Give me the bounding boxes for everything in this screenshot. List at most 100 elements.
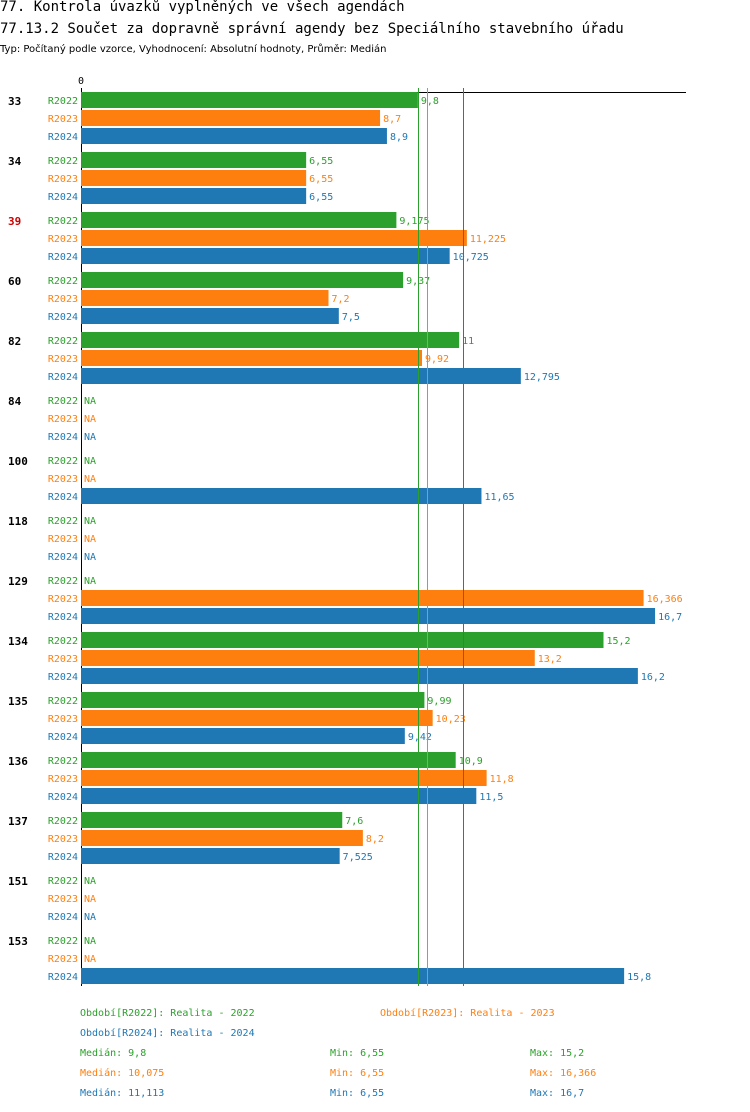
series-label-r2024-82: R2024 — [48, 372, 78, 383]
category-label-135: 135 — [8, 695, 28, 708]
series-label-r2022-153: R2022 — [48, 936, 78, 947]
bar-r2023-134 — [81, 650, 535, 666]
value-label-r2022-39: 9,175 — [399, 216, 429, 227]
bar-r2024-60 — [81, 308, 339, 324]
category-label-60: 60 — [8, 275, 21, 288]
series-label-r2024-34: R2024 — [48, 192, 78, 203]
na-label-r2022-129: NA — [84, 576, 96, 587]
chart-title: 77.13.2 Součet za dopravně správní agend… — [0, 21, 624, 37]
na-label-r2022-151: NA — [84, 876, 96, 887]
series-label-r2022-82: R2022 — [48, 336, 78, 347]
series-label-r2022-100: R2022 — [48, 456, 78, 467]
value-label-r2024-134: 16,2 — [641, 672, 665, 683]
series-label-r2023-136: R2023 — [48, 774, 78, 785]
value-label-r2024-39: 10,725 — [453, 252, 489, 263]
legend-period-r2022: Období[R2022]: Realita - 2022 — [80, 1008, 255, 1019]
category-label-153: 153 — [8, 935, 28, 948]
x-axis-zero-label: 0 — [78, 76, 84, 87]
series-label-r2023-137: R2023 — [48, 834, 78, 845]
bar-r2022-39 — [81, 212, 397, 228]
na-label-r2022-84: NA — [84, 396, 96, 407]
category-label-151: 151 — [8, 875, 28, 888]
value-label-r2024-129: 16,7 — [658, 612, 682, 623]
value-label-r2022-134: 15,2 — [607, 636, 631, 647]
value-label-r2023-39: 11,225 — [470, 234, 506, 245]
value-label-r2024-137: 7,525 — [343, 852, 373, 863]
series-label-r2024-135: R2024 — [48, 732, 78, 743]
bar-r2022-134 — [81, 632, 604, 648]
na-label-r2022-100: NA — [84, 456, 96, 467]
value-label-r2022-34: 6,55 — [309, 156, 333, 167]
value-label-r2024-136: 11,5 — [479, 792, 503, 803]
na-label-r2023-118: NA — [84, 534, 96, 545]
category-label-134: 134 — [8, 635, 28, 648]
value-label-r2024-33: 8,9 — [390, 132, 408, 143]
series-label-r2023-39: R2023 — [48, 234, 78, 245]
series-label-r2022-34: R2022 — [48, 156, 78, 167]
legend-period-r2024: Období[R2024]: Realita - 2024 — [80, 1028, 255, 1039]
legend-median-r2023: Medián: 10,075 — [80, 1068, 165, 1079]
series-label-r2023-100: R2023 — [48, 474, 78, 485]
legend-min-r2022: Min: 6,55 — [330, 1048, 385, 1059]
series-label-r2022-136: R2022 — [48, 756, 78, 767]
na-label-r2023-151: NA — [84, 894, 96, 905]
page-title: 77. Kontrola úvazků vyplněných ve všech … — [0, 0, 405, 15]
category-label-33: 33 — [8, 95, 21, 108]
series-label-r2023-118: R2023 — [48, 534, 78, 545]
legend-period-r2023: Období[R2023]: Realita - 2023 — [380, 1008, 555, 1019]
value-label-r2024-60: 7,5 — [342, 312, 360, 323]
value-label-r2024-153: 15,8 — [627, 972, 651, 983]
series-label-r2022-39: R2022 — [48, 216, 78, 227]
series-label-r2022-134: R2022 — [48, 636, 78, 647]
value-label-r2023-129: 16,366 — [647, 594, 683, 605]
bar-r2024-135 — [81, 728, 405, 744]
value-label-r2023-136: 11,8 — [490, 774, 514, 785]
bar-r2022-60 — [81, 272, 404, 288]
value-label-r2022-137: 7,6 — [345, 816, 363, 827]
bar-r2023-135 — [81, 710, 433, 726]
series-label-r2022-129: R2022 — [48, 576, 78, 587]
na-label-r2024-151: NA — [84, 912, 96, 923]
category-label-100: 100 — [8, 455, 28, 468]
bar-r2024-129 — [81, 608, 656, 624]
na-label-r2022-118: NA — [84, 516, 96, 527]
series-label-r2023-135: R2023 — [48, 714, 78, 725]
na-label-r2022-153: NA — [84, 936, 96, 947]
series-label-r2024-151: R2024 — [48, 912, 78, 923]
bar-r2024-153 — [81, 968, 625, 984]
series-label-r2023-153: R2023 — [48, 954, 78, 965]
category-label-136: 136 — [8, 755, 28, 768]
series-label-r2023-34: R2023 — [48, 174, 78, 185]
series-label-r2024-39: R2024 — [48, 252, 78, 263]
value-label-r2023-82: 9,92 — [425, 354, 449, 365]
value-label-r2022-136: 10,9 — [459, 756, 483, 767]
value-label-r2022-82: 11 — [462, 336, 474, 347]
bar-r2024-33 — [81, 128, 387, 144]
series-label-r2024-153: R2024 — [48, 972, 78, 983]
series-label-r2024-84: R2024 — [48, 432, 78, 443]
bar-r2024-34 — [81, 188, 307, 204]
value-label-r2023-34: 6,55 — [309, 174, 333, 185]
bar-r2023-60 — [81, 290, 329, 306]
value-label-r2024-100: 11,65 — [484, 492, 514, 503]
bar-r2022-136 — [81, 752, 456, 768]
value-label-r2024-135: 9,42 — [408, 732, 432, 743]
bar-r2022-137 — [81, 812, 343, 828]
category-label-129: 129 — [8, 575, 28, 588]
category-label-118: 118 — [8, 515, 28, 528]
series-label-r2023-134: R2023 — [48, 654, 78, 665]
value-label-r2023-134: 13,2 — [538, 654, 562, 665]
series-label-r2022-33: R2022 — [48, 96, 78, 107]
series-label-r2022-118: R2022 — [48, 516, 78, 527]
bar-r2023-82 — [81, 350, 422, 366]
legend-max-r2024: Max: 16,7 — [530, 1088, 585, 1099]
bar-r2023-39 — [81, 230, 467, 246]
bar-r2023-137 — [81, 830, 363, 846]
value-label-r2023-33: 8,7 — [383, 114, 401, 125]
series-label-r2024-134: R2024 — [48, 672, 78, 683]
bar-r2024-137 — [81, 848, 340, 864]
series-label-r2024-60: R2024 — [48, 312, 78, 323]
series-label-r2024-100: R2024 — [48, 492, 78, 503]
bar-r2023-136 — [81, 770, 487, 786]
series-label-r2022-137: R2022 — [48, 816, 78, 827]
